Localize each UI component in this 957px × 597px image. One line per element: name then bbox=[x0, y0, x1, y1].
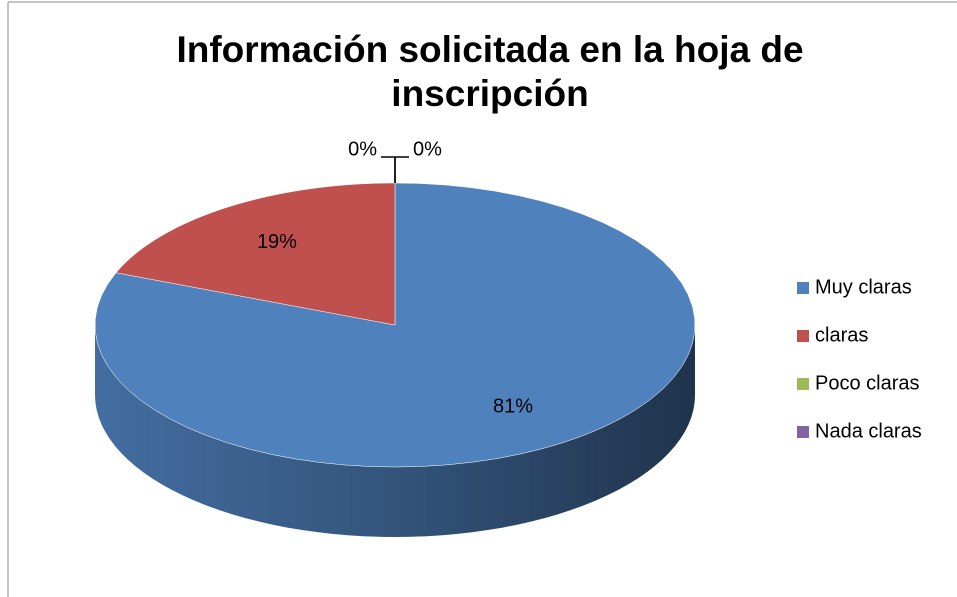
data-label: 0% bbox=[413, 138, 442, 160]
legend-label: Poco claras bbox=[815, 372, 920, 394]
legend-label: Nada claras bbox=[815, 420, 922, 442]
pie-slice bbox=[115, 182, 396, 326]
pie-side-shade bbox=[95, 325, 695, 537]
legend-label: claras bbox=[815, 324, 868, 346]
data-label: 81% bbox=[493, 395, 533, 417]
chart-title: Información solicitada en la hoja de ins… bbox=[176, 29, 804, 114]
legend-swatch bbox=[797, 426, 809, 438]
legend-label: Muy claras bbox=[815, 276, 912, 298]
legend-swatch bbox=[797, 378, 809, 390]
data-label: 19% bbox=[257, 231, 297, 253]
legend-swatch bbox=[797, 282, 809, 294]
data-label: 0% bbox=[348, 138, 377, 160]
legend-swatch bbox=[797, 330, 809, 342]
